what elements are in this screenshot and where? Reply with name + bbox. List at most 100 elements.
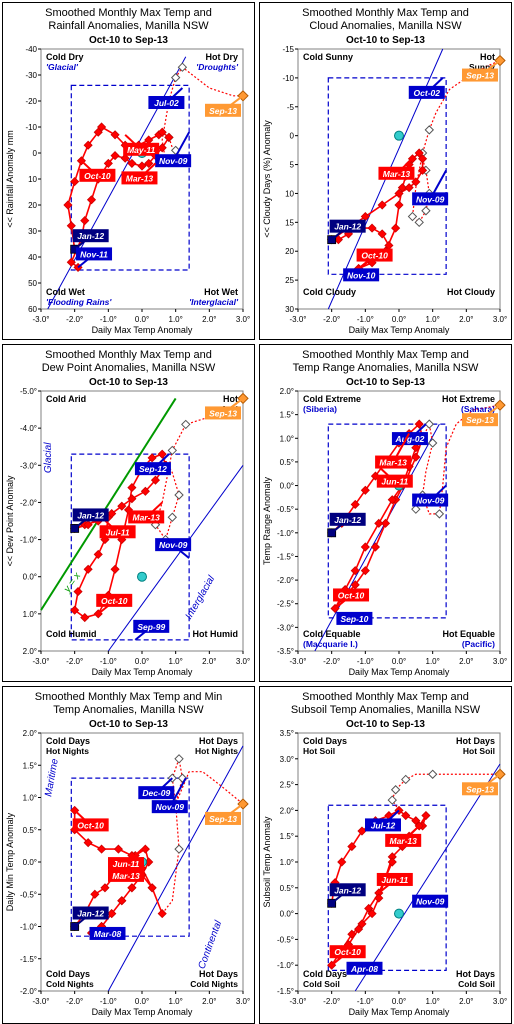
callout-label: Jun-11 [381,477,408,487]
reference-box [327,804,447,971]
callout-label: Mar-08 [94,929,122,939]
callout-box [462,413,498,427]
x-tick-label: 3.0° [236,315,250,324]
quadrant-sublabel: 'Droughts' [196,62,239,72]
quadrant-sublabel: 'Flooding Rains' [46,297,112,307]
y-tick-label: -3.0° [277,623,294,632]
data-point [367,909,377,919]
data-point [93,549,103,559]
callout-label: Mar-13 [379,458,407,468]
callout-box [376,474,413,488]
y-tick-label: 0.0° [23,858,37,867]
dewpoint-chart-svg: -3.0° -2.0° -1.0° 0.0° 1.0° 2.0° 3.0° -5.0° -4.0… [5,387,250,677]
quadrant-label: Cold Days [46,969,90,979]
origin-marker [394,130,404,141]
callout-box [134,462,171,476]
x-tick-label: 3.0° [493,657,507,666]
x-tick-label: 3.0° [493,315,507,324]
data-point [374,893,384,903]
callout-box [329,512,366,526]
callout-box [155,154,192,168]
data-point [103,158,113,168]
x-tick-label: -1.0° [100,657,117,666]
open-marker [421,206,431,216]
x-tick-label: -2.0° [66,997,83,1006]
y-tick-label: 1.5° [280,411,294,420]
callout-box [336,611,373,625]
series-dotted-line [421,404,501,515]
y-tick-label: -1.0° [20,536,37,545]
chart-title: Smoothed Monthly Max Temp and Rainfall A… [45,7,212,32]
y-tick-label: -1.0° [20,923,37,932]
callout-box [376,872,413,886]
callout-label: Oct-02 [414,88,441,98]
data-point [360,566,370,576]
callout-label: Sep-13 [209,408,237,418]
callout-label: Jul-02 [154,98,179,108]
start-marker [327,528,337,538]
callout-label: Dec-09 [142,788,170,798]
quadrant-label: Cold Days [46,736,90,746]
data-point [350,566,360,576]
data-point [83,564,93,574]
open-marker [174,754,184,764]
data-point [83,838,93,848]
quadrant-label: Cold Cloudy [303,287,356,297]
callout-label: Jul-11 [106,527,130,537]
data-point [110,151,120,161]
data-point [97,844,107,854]
quadrant-sublabel: Cold Soil [303,979,340,989]
callout-box [412,493,449,507]
data-point [127,494,137,504]
trend-line [107,464,244,652]
x-tick-label: 3.0° [493,997,507,1006]
y-tick-label: 50 [28,279,37,288]
y-tick-label: -5 [287,103,295,112]
callout-label: Nov-10 [347,270,376,280]
y-tick-label: 15 [285,218,294,227]
reference-box [327,423,447,619]
callout-label: Nov-09 [416,897,445,907]
quadrant-label: Cold Days [303,969,347,979]
y-tick-label: 1.5° [280,832,294,841]
y-tick-label: 30 [285,305,294,314]
y-tick-label: 1.0° [23,794,37,803]
y-tick-label: -1.5° [20,955,37,964]
data-point [66,221,76,231]
callout-box [128,510,165,524]
reference-box [70,777,190,937]
quadrant-label: Cold Arid [46,394,86,404]
data-point [140,486,150,496]
y-tick-label: -1.0° [277,961,294,970]
data-point [140,844,150,854]
y-tick-label: -4.0° [20,424,37,433]
data-point [63,200,73,210]
data-point [418,165,428,175]
y-tick-label: -3.0° [20,461,37,470]
x-axis-label: Daily Max Temp Anomaly [349,325,450,335]
quadrant-sublabel: (Sahara) [461,404,495,414]
open-marker [167,512,178,522]
rainfall-chart-svg: -3.0° -2.0° -1.0° 0.0° 1.0° 2.0° 3.0° -40 -30 -20… [5,45,250,335]
quadrant-label: Cold Sunny [303,52,353,62]
callout-label: Mar-13 [132,512,160,522]
quadrant-sublabel: Cold Soil [458,979,495,989]
data-point [391,223,401,233]
chart-title: Smoothed Monthly Max Temp and Cloud Anom… [302,7,469,32]
y-axis-label: Daily Min Temp Anomaly [5,812,15,911]
callout-label: Nov-09 [156,802,185,812]
y-tick-label: -40 [25,45,37,54]
x-tick-label: -3.0° [33,997,50,1006]
chart-subtitle: Oct-10 to Sep-13 [89,35,168,46]
y-tick-label: -2.5° [277,600,294,609]
open-marker [427,438,438,448]
callout-label: Jan-12 [334,222,361,232]
callout-label: Oct-10 [338,590,365,600]
data-point [357,919,367,929]
callout-label: Oct-10 [334,947,361,957]
y-tick-label: -30 [25,71,37,80]
quadrant-sublabel: (Pacific) [462,639,495,649]
y-tick-label: -2.0° [20,498,37,507]
data-point [411,177,421,187]
open-marker [170,72,181,83]
